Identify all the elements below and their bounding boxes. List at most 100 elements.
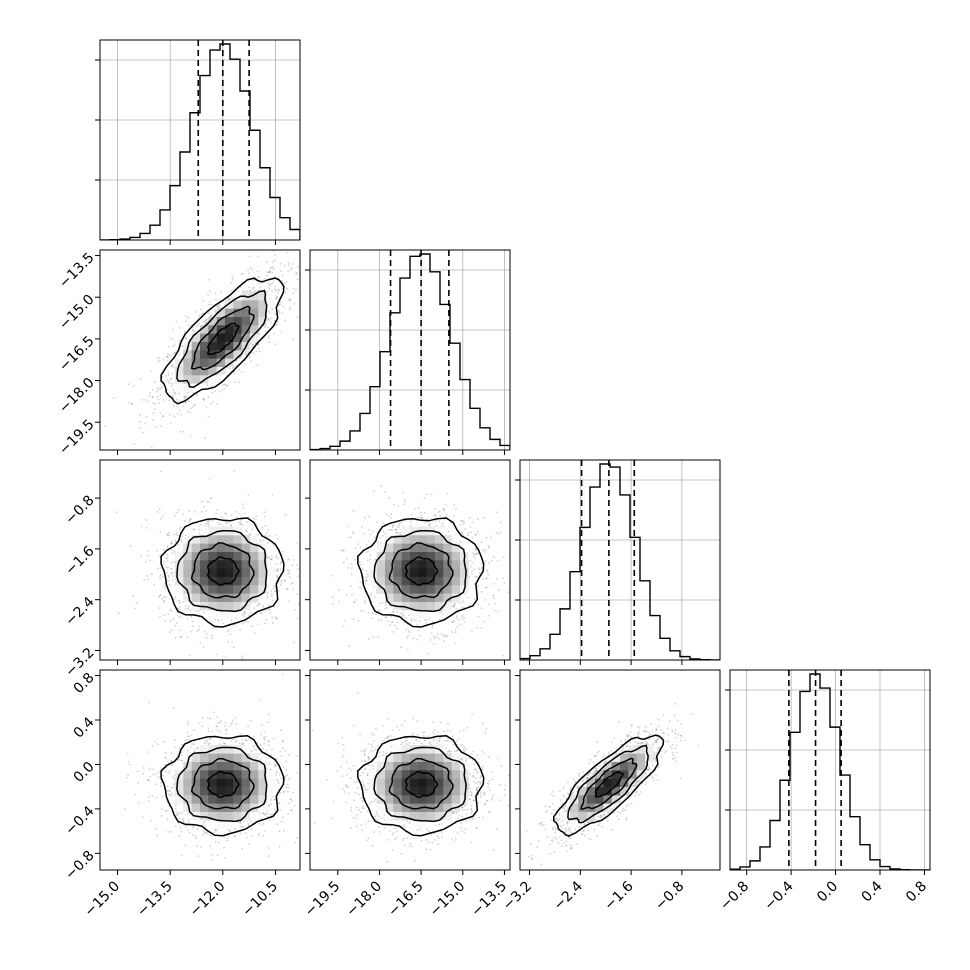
sample-point xyxy=(499,521,502,524)
density-cell xyxy=(241,576,251,586)
sample-point xyxy=(224,656,227,659)
density-cell xyxy=(233,535,242,544)
sample-point xyxy=(206,520,209,522)
sample-point xyxy=(178,601,181,604)
sample-point xyxy=(471,561,474,564)
sample-point xyxy=(274,533,277,536)
density-cell xyxy=(266,300,276,309)
sample-point xyxy=(217,306,220,309)
sample-point xyxy=(454,631,457,634)
sample-point xyxy=(473,582,476,585)
density-cell xyxy=(216,316,226,326)
sample-point xyxy=(516,553,518,555)
sample-point xyxy=(187,605,190,607)
sample-point xyxy=(168,382,171,385)
sample-point xyxy=(257,623,260,626)
sample-point xyxy=(266,535,268,538)
contour-line xyxy=(160,277,285,405)
sample-point xyxy=(366,559,369,562)
density-cell xyxy=(460,568,469,577)
panel-plot-area xyxy=(310,250,510,450)
sample-point xyxy=(190,630,193,633)
sample-point xyxy=(352,532,355,535)
sample-point xyxy=(175,622,178,624)
sample-point xyxy=(250,342,253,345)
sample-point xyxy=(315,275,317,277)
sample-point xyxy=(192,391,195,394)
sample-point xyxy=(472,554,475,557)
sample-point xyxy=(241,622,244,625)
sample-point xyxy=(201,500,204,503)
sample-point xyxy=(343,548,345,551)
density-cell xyxy=(250,543,259,552)
sample-point xyxy=(416,623,419,626)
sample-point xyxy=(165,557,168,560)
density-cell xyxy=(183,551,192,561)
sample-point xyxy=(439,611,441,614)
sample-point xyxy=(392,631,395,633)
sample-point xyxy=(210,314,213,317)
sample-point xyxy=(499,531,502,534)
sample-point xyxy=(468,516,471,519)
sample-point xyxy=(347,536,350,539)
sample-point xyxy=(230,523,232,526)
contour-line xyxy=(190,305,255,371)
sample-point xyxy=(190,734,193,736)
sample-point xyxy=(227,630,229,633)
sample-point xyxy=(297,265,300,268)
sample-point xyxy=(268,271,271,274)
sample-point xyxy=(492,597,495,599)
sample-point xyxy=(264,326,266,329)
sample-point xyxy=(173,550,176,553)
sample-point xyxy=(159,616,161,618)
sample-point xyxy=(398,522,401,525)
sample-point xyxy=(158,607,161,609)
density-cell xyxy=(208,316,217,326)
sample-point xyxy=(487,546,490,549)
sample-point xyxy=(287,600,290,603)
sample-point xyxy=(201,312,204,315)
density-cell xyxy=(241,316,251,326)
sample-point xyxy=(193,403,196,406)
density-cell xyxy=(266,291,276,301)
sample-point xyxy=(243,512,246,515)
sample-point xyxy=(311,631,313,633)
sample-point xyxy=(276,538,279,540)
sample-point xyxy=(151,419,154,421)
sample-point xyxy=(173,552,176,555)
sample-point xyxy=(283,579,286,581)
sample-point xyxy=(169,337,172,340)
sample-point xyxy=(145,518,148,521)
sample-point xyxy=(168,399,171,402)
sample-point xyxy=(396,525,399,528)
sample-point xyxy=(350,563,353,565)
sample-point xyxy=(158,357,161,359)
sample-point xyxy=(243,621,246,623)
sample-point xyxy=(156,357,159,359)
density-cell xyxy=(175,358,184,367)
sample-point xyxy=(283,264,286,267)
sample-point xyxy=(263,277,266,280)
sample-point xyxy=(207,524,210,527)
sample-point xyxy=(158,359,161,362)
sample-point xyxy=(151,389,154,391)
sample-point xyxy=(473,598,476,601)
sample-point xyxy=(162,398,165,401)
sample-point xyxy=(390,602,393,605)
sample-point xyxy=(353,601,356,604)
sample-point xyxy=(272,261,274,264)
sample-point xyxy=(442,508,445,510)
density-cell xyxy=(426,551,436,561)
sample-point xyxy=(169,421,172,424)
sample-point xyxy=(156,550,158,552)
sample-point xyxy=(308,593,310,595)
sample-point xyxy=(239,522,242,525)
sample-point xyxy=(181,344,183,347)
sample-point xyxy=(378,602,381,605)
sample-point xyxy=(257,533,259,536)
sample-point xyxy=(237,381,240,384)
sample-point xyxy=(288,572,291,574)
sample-point xyxy=(362,568,364,571)
sample-point xyxy=(273,606,276,608)
sample-point xyxy=(174,624,177,627)
